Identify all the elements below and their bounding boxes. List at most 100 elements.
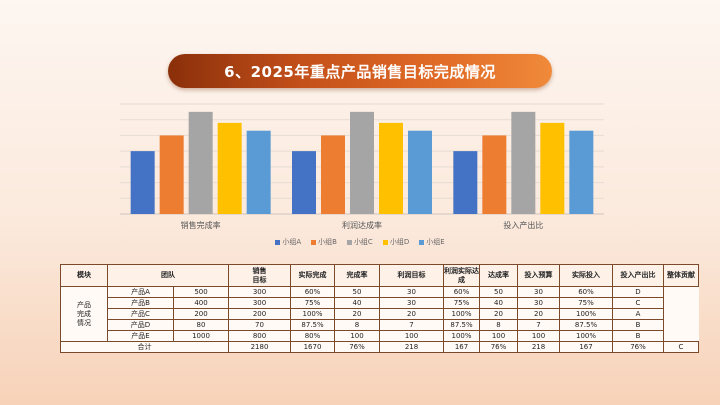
legend-label: 小组E xyxy=(426,238,445,246)
total-value: C xyxy=(663,341,699,353)
total-value: 218 xyxy=(517,341,560,353)
value-cell: 20 xyxy=(479,308,518,320)
total-value: 76% xyxy=(334,341,380,353)
value-cell: 20 xyxy=(517,308,560,320)
legend-swatch xyxy=(311,239,317,245)
value-cell: 100% xyxy=(559,330,613,342)
value-cell: 87.5% xyxy=(559,319,613,331)
legend-swatch xyxy=(382,239,388,245)
value-cell: B xyxy=(612,319,664,331)
value-cell: 20 xyxy=(379,308,444,320)
value-cell: 8 xyxy=(479,319,518,331)
bar-小组A-利润达成率 xyxy=(292,151,316,214)
column-header: 实际完成 xyxy=(290,264,335,287)
value-cell: 7 xyxy=(379,319,444,331)
value-cell: 30 xyxy=(379,297,444,309)
value-cell: 60% xyxy=(443,286,480,298)
chart-legend: 小组A 小组B 小组C 小组D 小组E xyxy=(0,237,720,247)
module-cell: 产品 完成 情况 xyxy=(60,286,108,342)
value-cell: 500 xyxy=(173,286,229,298)
legend-item: 小组D xyxy=(382,237,410,247)
value-cell: 100% xyxy=(443,330,480,342)
value-cell: 50 xyxy=(334,286,380,298)
bar-chart: 销售完成率 利润达成率 投入产出比 xyxy=(120,103,604,230)
value-cell: A xyxy=(612,308,664,320)
table-body: 产品 完成 情况 产品A 500 300 60% 50 30 60% 50 30 60% D 产品B 400 3… xyxy=(60,286,699,353)
total-value: 76% xyxy=(479,341,518,353)
value-cell: 60% xyxy=(559,286,613,298)
column-header: 模块 xyxy=(60,264,108,287)
total-row: 合计 2180 1670 76% 218 167 76% 218 167 76% C xyxy=(60,341,699,353)
bar-小组B-销售完成率 xyxy=(159,135,184,214)
value-cell: 80% xyxy=(290,330,335,342)
column-header: 利润实际达成 xyxy=(443,264,480,287)
legend-swatch xyxy=(419,239,425,245)
total-value: 167 xyxy=(443,341,480,353)
summary-table: 模块 团队 销售 目标 实际完成 完成率 利润目标 利润实际达成 达成率 投入预算 实际投入 投入产出… xyxy=(60,264,699,353)
bar-小组E-利润达成率 xyxy=(408,130,432,214)
value-cell: 70 xyxy=(228,319,291,331)
value-cell: B xyxy=(612,330,664,342)
legend-label: 小组C xyxy=(353,238,373,246)
value-cell: 80 xyxy=(173,319,229,331)
x-tick-label: 销售完成率 xyxy=(181,220,221,230)
value-cell: C xyxy=(612,297,664,309)
legend-item: 小组C xyxy=(346,237,373,247)
value-cell: 87.5% xyxy=(443,319,480,331)
column-header: 投入产出比 xyxy=(612,264,664,287)
bar-小组D-利润达成率 xyxy=(379,122,403,214)
legend-label: 小组D xyxy=(389,238,410,246)
bar-小组A-销售完成率 xyxy=(130,151,155,214)
value-cell: 30 xyxy=(517,297,560,309)
value-cell: 20 xyxy=(334,308,380,320)
total-value: 2180 xyxy=(228,341,291,353)
chart-x-labels: 销售完成率 利润达成率 投入产出比 xyxy=(181,220,544,230)
bar-小组B-投入产出比 xyxy=(482,135,507,214)
value-cell: 7 xyxy=(517,319,560,331)
value-cell: 300 xyxy=(228,286,291,298)
column-header: 团队 xyxy=(107,264,229,287)
value-cell: 87.5% xyxy=(290,319,335,331)
bar-小组C-投入产出比 xyxy=(511,111,536,214)
value-cell: 75% xyxy=(290,297,335,309)
team-cell: 产品D xyxy=(107,319,174,331)
value-cell: 100 xyxy=(517,330,560,342)
column-header: 利润目标 xyxy=(379,264,444,287)
chart-bars xyxy=(130,111,594,214)
value-cell: 75% xyxy=(559,297,613,309)
bar-小组A-投入产出比 xyxy=(453,151,478,214)
total-value: 1670 xyxy=(290,341,335,353)
value-cell: 300 xyxy=(228,297,291,309)
value-cell: 400 xyxy=(173,297,229,309)
legend-item: 小组E xyxy=(419,237,445,247)
title-banner: 6、2025年重点产品销售目标完成情况 xyxy=(168,54,552,88)
legend-label: 小组B xyxy=(318,238,337,246)
total-label: 合计 xyxy=(60,341,229,353)
bar-小组D-销售完成率 xyxy=(217,122,242,214)
bar-小组D-投入产出比 xyxy=(540,122,565,214)
value-cell: 200 xyxy=(173,308,229,320)
value-cell: D xyxy=(612,286,664,298)
table-row: 产品B 400 300 75% 40 30 75% 40 30 75% C xyxy=(61,297,699,309)
total-value: 76% xyxy=(612,341,664,353)
team-cell: 产品B xyxy=(107,297,174,309)
value-cell: 100% xyxy=(559,308,613,320)
value-cell: 40 xyxy=(479,297,518,309)
table-row: 产品E 1000 800 80% 100 100 100% 100 100 100% B xyxy=(61,330,699,342)
column-header: 投入预算 xyxy=(517,264,560,287)
value-cell: 8 xyxy=(334,319,380,331)
page-title: 6、2025年重点产品销售目标完成情况 xyxy=(224,62,496,81)
value-cell: 75% xyxy=(443,297,480,309)
column-header: 实际投入 xyxy=(559,264,613,287)
bar-小组C-销售完成率 xyxy=(188,111,213,214)
team-cell: 产品E xyxy=(107,330,174,342)
value-cell: 60% xyxy=(290,286,335,298)
team-cell: 产品A xyxy=(107,286,174,298)
bar-小组C-利润达成率 xyxy=(350,111,374,214)
value-cell: 200 xyxy=(228,308,291,320)
table-row: 产品 完成 情况 产品A 500 300 60% 50 30 60% 50 30 60% D xyxy=(60,286,699,342)
legend-label: 小组A xyxy=(282,238,302,246)
value-cell: 100 xyxy=(334,330,380,342)
value-cell: 800 xyxy=(228,330,291,342)
column-header: 完成率 xyxy=(334,264,380,287)
